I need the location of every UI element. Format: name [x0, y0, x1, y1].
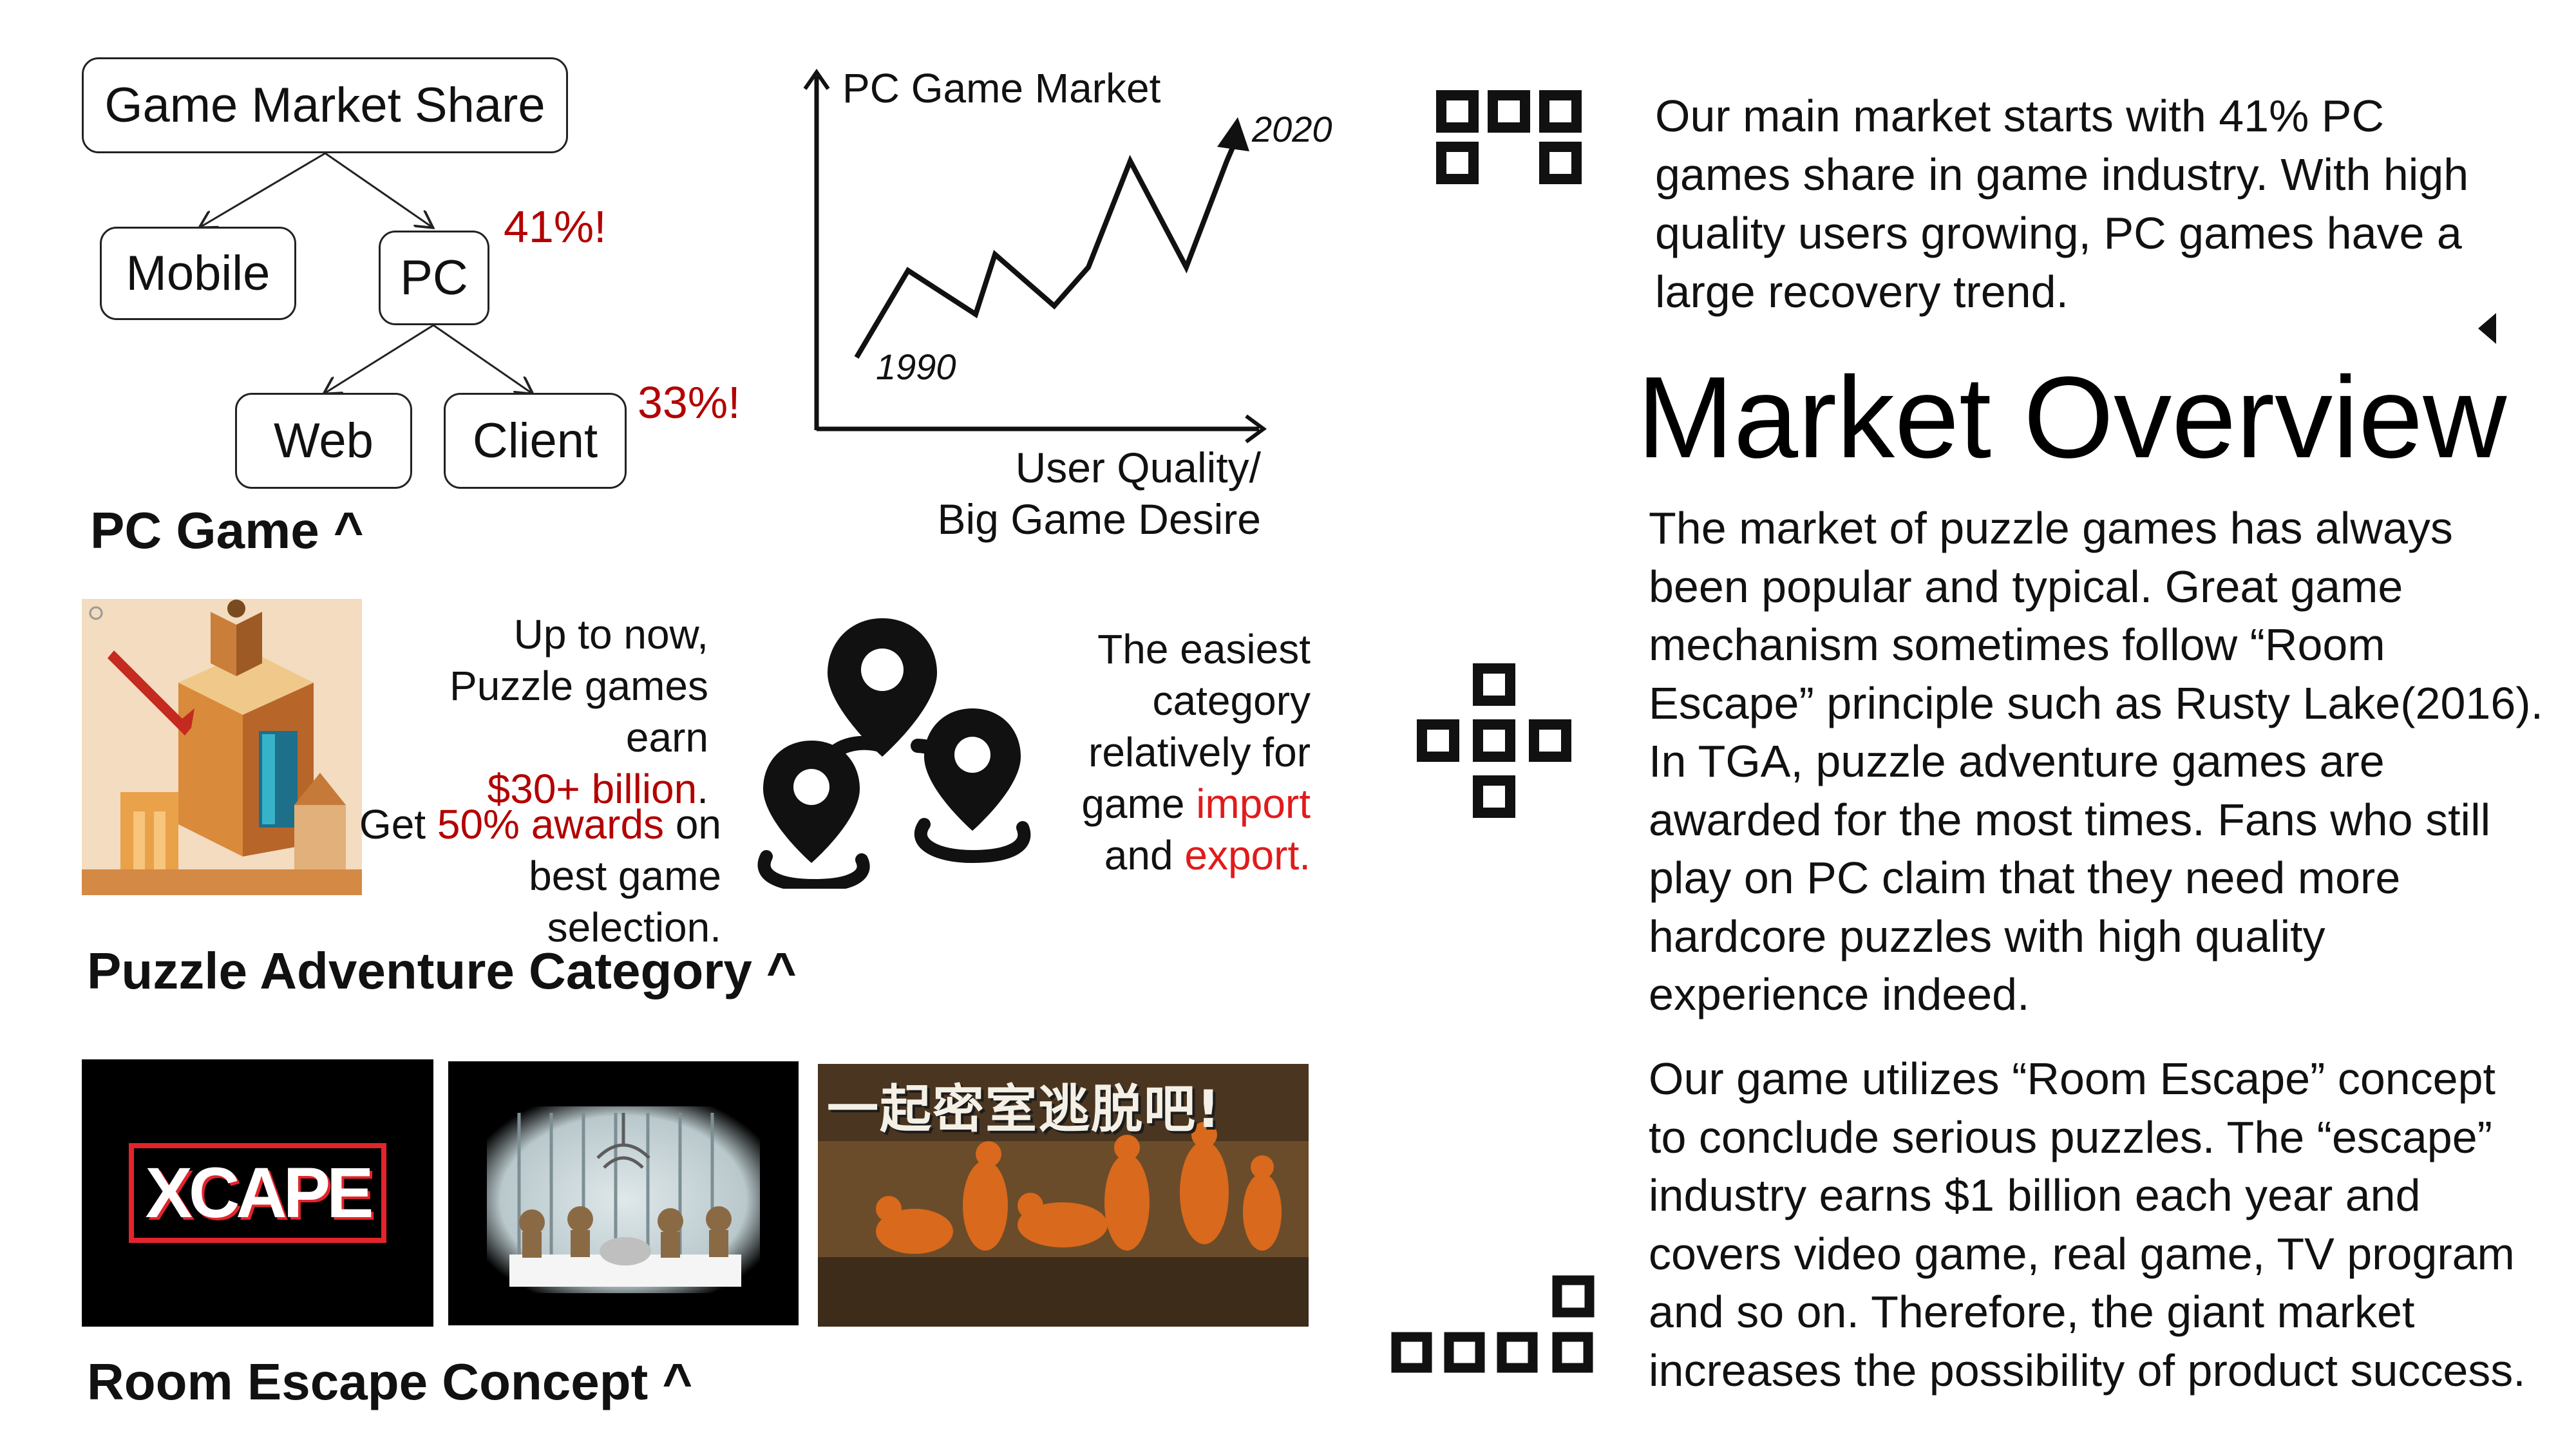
xcape-logo-text: XCAPE [145, 1153, 374, 1233]
category-line2: category [1152, 677, 1311, 724]
puzzle-line3-end: . [697, 766, 708, 812]
trend-end-label: 2020 [1252, 109, 1332, 149]
puzzle-line4-end: on [664, 801, 721, 848]
tree-root-node: Game Market Share [82, 57, 568, 153]
category-import: import [1196, 781, 1311, 827]
trend-x-label-line1: User Quality/ [1015, 444, 1261, 491]
puzzle-line3: $30+ billion. [361, 763, 708, 815]
page-title: Market Overview [1637, 353, 2507, 482]
category-line3: relatively for [1088, 729, 1311, 775]
rusty-lake-image [448, 1061, 799, 1325]
xcape-logo: XCAPE [128, 1143, 387, 1243]
puzzle-awards-value: 50% awards [437, 801, 665, 848]
trend-sketch [803, 68, 1267, 444]
tree-client-node: Client [444, 393, 627, 489]
puzzle-game-artwork [82, 599, 362, 895]
trend-y-arrow [803, 68, 830, 90]
xcape-logo-image: XCAPE [82, 1059, 433, 1327]
market-intro-text: Our main market starts with 41% PC games… [1655, 91, 2469, 317]
puzzle-awards-text: Get 50% awards on best game selection. [348, 799, 721, 953]
tree-web-node: Web [235, 393, 412, 489]
category-export: export. [1184, 832, 1311, 878]
puzzle-line4: Get 50% awards on [348, 799, 721, 850]
trend-title: PC Game Market [842, 65, 1161, 111]
block-pattern-icon-1 [1436, 90, 1582, 184]
puzzle-earnings-text: Up to now, Puzzle games earn $30+ billio… [361, 609, 708, 815]
category-line5-start: and [1104, 832, 1185, 878]
puzzle-line2: Puzzle games earn [450, 663, 708, 761]
tree-pc-node: PC [379, 231, 489, 325]
trend-arrowhead [1217, 117, 1249, 151]
client-share-label: 33%! [638, 377, 741, 428]
trend-line [854, 140, 1238, 359]
triangle-marker-icon [2478, 313, 2496, 344]
escape-show-title: 一起密室逃脱吧! [827, 1079, 1222, 1139]
block-pattern-icon-3 [1391, 1275, 1595, 1373]
block-pattern-icon-2 [1417, 663, 1571, 818]
category-line5: and export. [1043, 829, 1311, 881]
puzzle-line1: Up to now, [513, 611, 708, 658]
puzzle-line4-start: Get [359, 801, 437, 848]
trend-x-arrow [1245, 414, 1267, 444]
pc-share-label: 41%! [504, 202, 607, 252]
category-line1: The easiest [1097, 626, 1311, 672]
location-pins-icon [757, 618, 1031, 889]
tree-connectors [0, 152, 773, 502]
category-line4: game import [1043, 778, 1311, 829]
puzzle-line5: best game selection. [529, 853, 721, 951]
tree-mobile-node: Mobile [100, 227, 296, 320]
market-paragraph-2: Our game utilizes “Room Escape” concept … [1649, 1054, 2526, 1396]
trend-start-label: 1990 [876, 346, 956, 387]
puzzle-adventure-caption: Puzzle Adventure Category ^ [87, 942, 797, 999]
category-text: The easiest category relatively for game… [1043, 623, 1311, 881]
puzzle-earnings-value: $30+ billion [487, 766, 697, 812]
market-paragraph-1: The market of puzzle games has always be… [1649, 503, 2544, 1019]
trend-x-label-line2: Big Game Desire [937, 495, 1261, 543]
pc-game-caption: PC Game ^ [90, 502, 364, 559]
category-line4-start: game [1081, 781, 1197, 827]
trend-x-label: User Quality/ Big Game Desire [889, 442, 1261, 545]
escape-show-poster: 一起密室逃脱吧! [818, 1064, 1309, 1327]
room-escape-caption: Room Escape Concept ^ [87, 1353, 693, 1410]
